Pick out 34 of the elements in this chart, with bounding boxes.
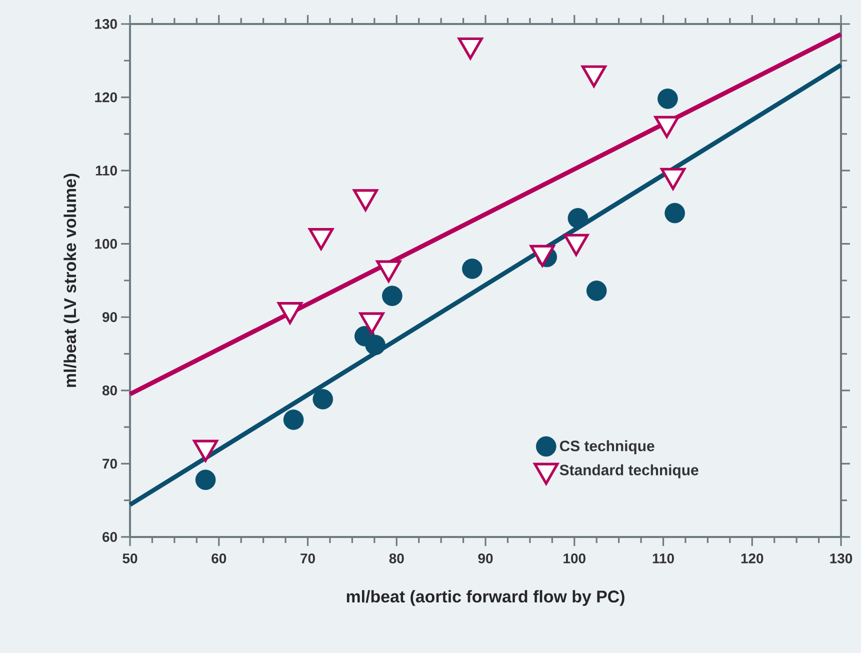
legend-label: CS technique <box>560 440 654 454</box>
y-tick-label: 90 <box>102 312 117 322</box>
point <box>365 334 386 356</box>
x-tick-label: 110 <box>652 553 674 564</box>
y-tick-label: 120 <box>95 92 117 102</box>
y-tick-label: 80 <box>102 385 117 396</box>
point <box>660 168 686 190</box>
x-tick-label: 70 <box>300 553 315 564</box>
point <box>458 37 483 60</box>
point <box>586 280 607 301</box>
x-axis-title: ml/beat (aortic forward flow by PC) <box>346 590 624 606</box>
y-tick-label: 100 <box>95 238 117 249</box>
x-tick-label: 100 <box>564 553 586 564</box>
point <box>654 116 680 138</box>
y-tick-label: 130 <box>95 19 117 29</box>
y-axis-title: ml/beat (LV stroke volume) <box>64 174 80 387</box>
x-tick-label: 130 <box>830 553 852 564</box>
point <box>568 208 588 228</box>
point <box>581 65 606 88</box>
x-tick-label: 120 <box>741 553 764 564</box>
legend-label: Standard technique <box>560 464 698 478</box>
point <box>283 410 304 430</box>
x-tick-label: 60 <box>212 553 226 564</box>
point <box>382 286 402 306</box>
point <box>462 258 482 279</box>
point <box>195 470 216 490</box>
y-tick-label: 110 <box>96 166 117 176</box>
point <box>664 202 685 224</box>
point <box>312 389 334 410</box>
y-tick-label: 60 <box>102 532 117 542</box>
x-tick-label: 80 <box>389 553 404 564</box>
y-tick-label: 70 <box>102 458 117 469</box>
x-tick-label: 50 <box>122 553 138 564</box>
x-tick-label: 90 <box>478 553 493 564</box>
